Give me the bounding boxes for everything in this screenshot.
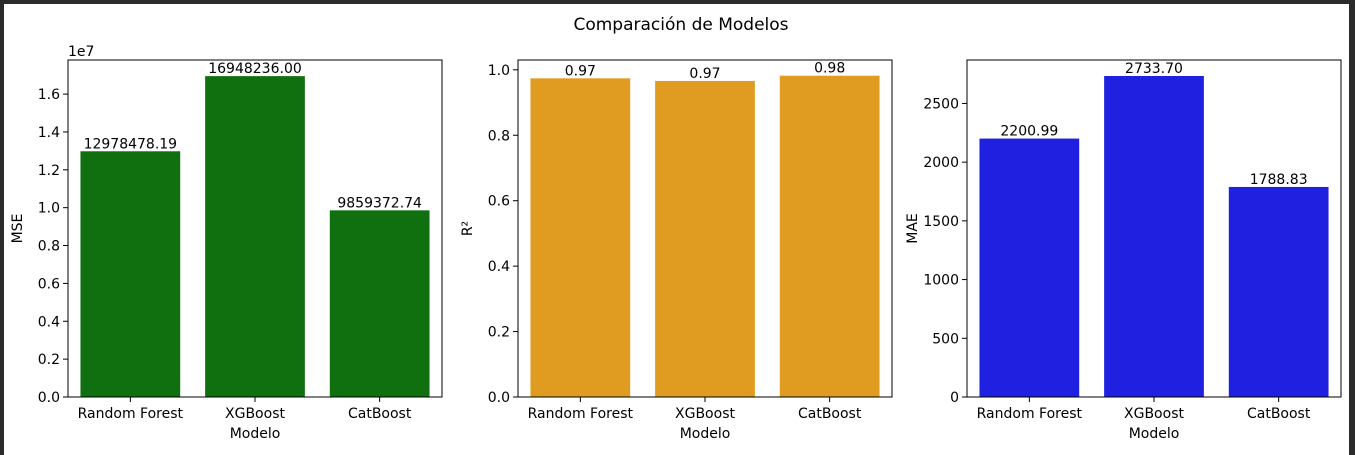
mse-y-tick-label: 0.0	[38, 390, 60, 406]
axes-mae: 2200.99 2733.70 1788.83 Random Forest XGBoos…	[905, 59, 1342, 442]
r2-bar-value-label: 0.97	[565, 63, 596, 79]
mse-bar-value-label: 16948236.00	[208, 61, 302, 77]
mae-y-tick-label: 2000	[923, 155, 959, 171]
r2-bar-xgboost	[655, 80, 755, 397]
mae-x-axis-label: Modelo	[1129, 426, 1180, 442]
mae-x-tick-label: XGBoost	[1124, 406, 1184, 422]
mse-y-tick-label: 0.6	[38, 276, 60, 292]
r2-y-tick-label: 0.8	[488, 128, 510, 144]
r2-x-tick-label: CatBoost	[798, 406, 862, 422]
mse-y-tick-label: 1.6	[38, 87, 60, 103]
figure: Comparación de Modelos 12978478.19 169482…	[4, 4, 1349, 455]
mse-bar-random-forest	[80, 151, 181, 397]
mse-y-tick-label: 1.0	[38, 201, 60, 217]
mae-bar-xgboost	[1104, 76, 1204, 397]
r2-bar-value-label: 0.98	[814, 61, 845, 77]
mae-y-axis-label: MAE	[905, 213, 921, 244]
mse-y-tick-label: 1.4	[38, 125, 60, 141]
mae-bar-value-label: 2200.99	[1000, 124, 1058, 140]
r2-bar-catboost	[779, 75, 880, 397]
chart-figure: Comparación de Modelos 12978478.19 169482…	[10, 15, 1342, 442]
mae-y-tick-label: 500	[932, 331, 959, 347]
r2-y-tick-label: 0.4	[488, 259, 510, 275]
mae-y-tick-label: 1500	[923, 214, 959, 230]
mae-bar-value-label: 2733.70	[1125, 61, 1183, 77]
mse-y-axis-label: MSE	[10, 214, 26, 244]
mse-bar-xgboost	[205, 76, 305, 397]
mse-y-offset-text: 1e7	[68, 44, 94, 60]
r2-y-tick-label: 0.6	[488, 194, 510, 210]
r2-bar-value-label: 0.97	[689, 66, 720, 82]
r2-y-tick-label: 0.0	[488, 390, 510, 406]
axes-r2: 0.97 0.97 0.98 Random Forest XGBoost CatBoost…	[460, 59, 893, 442]
mae-bar-random-forest	[979, 138, 1080, 398]
mae-x-tick-label: Random Forest	[977, 406, 1083, 422]
mse-bar-value-label: 9859372.74	[337, 195, 422, 211]
axes-container: 12978478.19 16948236.00 9859372.74 Random F…	[10, 44, 1342, 442]
mae-x-tick-label: CatBoost	[1247, 406, 1311, 422]
r2-y-tick-label: 0.2	[488, 325, 510, 341]
mse-y-tick-label: 0.4	[38, 314, 60, 330]
mae-bar-catboost	[1228, 186, 1329, 397]
mae-y-tick-label: 2500	[923, 96, 959, 112]
mse-y-tick-label: 0.8	[38, 239, 60, 255]
mse-y-tick-label: 0.2	[38, 352, 60, 368]
mae-y-tick-label: 0	[950, 390, 959, 406]
mse-bar-catboost	[329, 210, 430, 397]
r2-x-tick-label: XGBoost	[675, 406, 735, 422]
r2-y-tick-label: 1.0	[488, 63, 510, 79]
r2-x-axis-label: Modelo	[680, 426, 731, 442]
r2-bar-random-forest	[530, 78, 631, 397]
figure-title: Comparación de Modelos	[573, 15, 788, 35]
mae-y-tick-label: 1000	[923, 273, 959, 289]
mse-x-tick-label: XGBoost	[225, 406, 285, 422]
mse-x-tick-label: CatBoost	[348, 406, 412, 422]
mse-y-tick-label: 1.2	[38, 163, 60, 179]
r2-y-axis-label: R²	[460, 221, 476, 236]
axes-mse: 12978478.19 16948236.00 9859372.74 Random F…	[10, 44, 443, 442]
mse-x-tick-label: Random Forest	[78, 406, 184, 422]
mae-bar-value-label: 1788.83	[1250, 172, 1308, 188]
r2-x-tick-label: Random Forest	[528, 406, 634, 422]
mse-bar-value-label: 12978478.19	[84, 136, 178, 152]
mse-x-axis-label: Modelo	[230, 426, 281, 442]
